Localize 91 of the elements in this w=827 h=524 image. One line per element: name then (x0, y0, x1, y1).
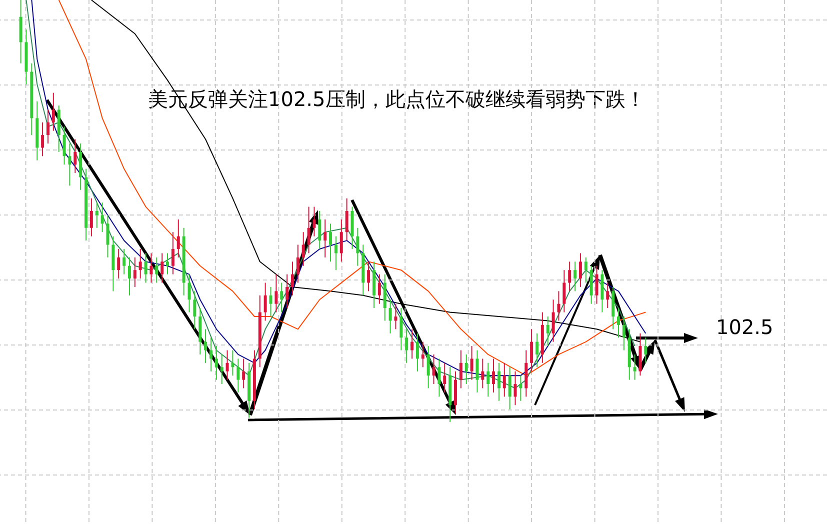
candlestick (416, 332, 419, 372)
candlestick (100, 202, 104, 233)
candlestick (296, 244, 300, 284)
candlestick (476, 350, 479, 393)
candlestick (160, 252, 164, 284)
candlestick (307, 206, 310, 254)
candlestick (290, 261, 294, 296)
candlestick (574, 261, 577, 292)
candlestick (470, 346, 474, 380)
candlestick (492, 358, 496, 393)
candlestick (502, 362, 506, 398)
candlestick (106, 214, 110, 258)
candlestick (584, 256, 588, 284)
candlestick (188, 274, 191, 313)
candlestick (508, 366, 512, 410)
candlestick (578, 252, 582, 288)
candlestick (117, 248, 120, 280)
candlestick (46, 109, 50, 144)
candlestick (150, 252, 153, 284)
candlestick (128, 256, 131, 296)
candlestick (226, 350, 229, 380)
candlestick (481, 358, 484, 389)
candlestick (324, 218, 327, 258)
candlestick (95, 202, 98, 228)
candlestick (519, 375, 522, 402)
candlestick (122, 248, 126, 275)
candlestick (176, 218, 180, 258)
candlestick (443, 362, 446, 393)
candlestick (546, 316, 550, 347)
candlestick (535, 332, 538, 368)
candlestick (90, 198, 93, 237)
candlestick (464, 354, 468, 385)
candlestick (269, 286, 272, 317)
candlestick (438, 358, 441, 398)
candlestick (171, 232, 174, 275)
candlestick (318, 210, 322, 250)
candlestick (52, 92, 55, 132)
candlestick (552, 299, 555, 342)
candlestick (633, 354, 636, 380)
candlestick (562, 270, 566, 313)
candlestick (242, 358, 246, 389)
candlestick (214, 346, 218, 380)
candlestick (616, 308, 620, 338)
candlestick (421, 341, 424, 368)
candlestick (394, 303, 398, 330)
candlestick (209, 337, 212, 372)
candlestick (68, 142, 72, 186)
candlestick (302, 232, 305, 266)
candlestick (62, 126, 66, 166)
candlestick (622, 316, 626, 351)
candlestick (155, 256, 158, 284)
candlestick (138, 248, 142, 280)
candlestick (74, 138, 77, 174)
candlestick (405, 328, 408, 364)
candlestick (133, 256, 136, 288)
candlestick (231, 350, 234, 376)
candlestick (530, 328, 534, 372)
candlestick (388, 299, 392, 334)
candlestick (644, 337, 648, 364)
candlestick (426, 346, 430, 389)
candlestick (367, 261, 370, 292)
candlestick (514, 370, 517, 406)
candlestick (595, 265, 598, 304)
candlestick (568, 261, 572, 292)
candlestick (204, 328, 208, 364)
candlestick (334, 236, 338, 271)
candlestick (378, 274, 381, 304)
candlestick (345, 198, 348, 242)
candlestick (286, 274, 289, 309)
candlestick (166, 252, 170, 275)
candlestick (264, 282, 267, 322)
candlestick (220, 354, 224, 385)
candlestick (193, 290, 196, 330)
candlestick (280, 282, 284, 313)
candlestick (606, 282, 610, 309)
candlestick (400, 308, 403, 351)
candlestick (236, 358, 240, 393)
candlestick (41, 122, 44, 157)
candlestick (459, 350, 462, 389)
text: 102.5 (716, 315, 774, 339)
candlestick (356, 227, 360, 266)
candlestick (432, 354, 436, 385)
candlestick (329, 223, 332, 262)
candlestick (340, 218, 343, 262)
candlestick (144, 252, 148, 284)
candlestick (410, 328, 414, 360)
candlestick (274, 274, 278, 313)
candlestick (486, 362, 490, 398)
candlestick (312, 206, 316, 237)
candlestick (497, 362, 500, 402)
candlestick (557, 290, 560, 322)
